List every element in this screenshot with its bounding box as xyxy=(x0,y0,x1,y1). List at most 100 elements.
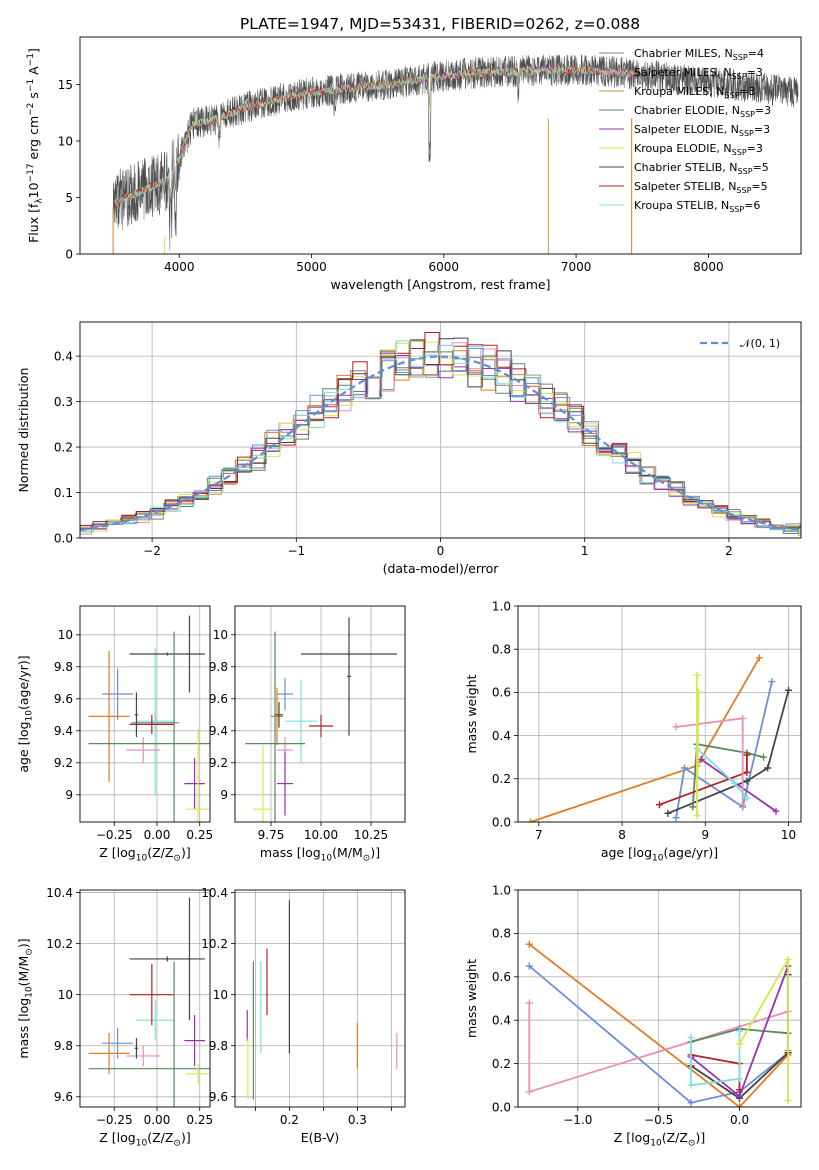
chart-weight-vs-Z: −1.0 −0.5 0.0 0.0 0.2 0.4 0.6 0.8 1.0 Z [log10(Z/… xyxy=(464,883,802,1149)
x-tick-label: 0.0 xyxy=(730,1113,749,1127)
x-axis-label: Z [log10(Z/Z⊙)] xyxy=(614,1130,705,1149)
x-tick-label: −0.25 xyxy=(96,828,133,842)
y-tick-label: 9.8 xyxy=(209,1039,228,1053)
y-tick-label: 10 xyxy=(213,988,228,1002)
y-tick-label: 0.1 xyxy=(54,486,73,500)
weight-point-marker xyxy=(525,999,533,1007)
weight-point-marker xyxy=(736,1040,744,1048)
weight-point-marker xyxy=(784,1096,792,1104)
weight-point-marker xyxy=(736,1103,744,1107)
weight-point-marker xyxy=(656,801,663,809)
figure-title: PLATE=1947, MJD=53431, FIBERID=0262, z=0… xyxy=(240,15,640,33)
weight-point-marker xyxy=(743,777,751,785)
weight-point-marker xyxy=(687,1034,695,1042)
weight-point-marker xyxy=(764,764,772,772)
plot-area xyxy=(245,617,397,822)
x-tick-label: 8000 xyxy=(693,260,724,274)
y-tick-label: 5 xyxy=(65,191,73,205)
weight-point-marker xyxy=(784,955,792,963)
weight-point-marker xyxy=(739,801,747,809)
y-tick-label: 9.8 xyxy=(54,660,73,674)
axes-frame xyxy=(79,889,211,1108)
chart-weight-vs-age: 7 8 9 10 0.0 0.2 0.4 0.6 0.8 1.0 age [log10(age/yr… xyxy=(464,599,802,864)
y-tick-label: 9.2 xyxy=(54,756,73,770)
weight-point-marker xyxy=(525,962,533,970)
y-tick-label: 0.0 xyxy=(492,1100,511,1114)
axes-frame xyxy=(234,889,406,1108)
x-tick-label: 7 xyxy=(535,828,543,842)
x-tick-label: 10.00 xyxy=(304,828,338,842)
x-axis-label: E(B-V) xyxy=(301,1130,340,1145)
histogram-series xyxy=(80,341,801,536)
y-tick-label: 1.0 xyxy=(492,883,511,897)
weight-series-line xyxy=(691,743,764,807)
weight-point-marker xyxy=(736,1092,744,1100)
x-tick-label: 0.00 xyxy=(144,828,171,842)
y-axis-label: mass weight xyxy=(464,959,479,1038)
plot-area xyxy=(246,900,398,1100)
y-tick-label: 0 xyxy=(65,247,73,261)
legend-entry: Chabrier ELODIE, NSSP=3 xyxy=(634,104,771,119)
axes-frame xyxy=(517,605,802,823)
x-tick-label: 0.3 xyxy=(348,1113,367,1127)
weight-point-marker xyxy=(687,1099,695,1107)
y-tick-label: 0.6 xyxy=(492,970,511,984)
weight-point-marker xyxy=(730,779,738,787)
weight-point-marker xyxy=(739,714,747,722)
x-tick-label: −0.25 xyxy=(96,1113,133,1127)
y-tick-label: 15 xyxy=(58,78,73,92)
x-tick-label: 0.25 xyxy=(186,828,213,842)
weight-point-marker xyxy=(755,654,763,662)
y-tick-label: 0.4 xyxy=(54,349,73,363)
legend: 𝒩(0, 1) xyxy=(700,337,780,350)
plot-area xyxy=(88,897,210,1107)
axes-frame xyxy=(79,605,211,823)
weight-series-line xyxy=(700,758,777,812)
y-tick-label: 0.2 xyxy=(492,1057,511,1071)
axes-frame xyxy=(517,889,802,1108)
y-tick-label: 9.8 xyxy=(54,1039,73,1053)
legend-entry: Kroupa STELIB, NSSP=6 xyxy=(634,199,760,214)
x-tick-label: 0.25 xyxy=(186,1113,213,1127)
x-tick-label: 5000 xyxy=(296,260,327,274)
x-tick-label: 4000 xyxy=(164,260,195,274)
plot-area xyxy=(526,654,793,822)
chart-mass-vs-Z: −0.25 0.00 0.25 9.6 9.8 10 10.2 10.4 Z [log10(Z/… xyxy=(16,886,213,1149)
y-tick-label: 0.4 xyxy=(492,729,511,743)
weight-point-marker xyxy=(672,814,680,822)
weight-point-marker xyxy=(664,809,672,817)
x-axis-label: wavelength [Angstrom, rest frame] xyxy=(330,277,550,292)
x-tick-label: −1.0 xyxy=(563,1113,592,1127)
y-axis-label: Normed distribution xyxy=(16,368,31,493)
y-tick-label: 0.6 xyxy=(492,686,511,700)
x-tick-label: 10.25 xyxy=(354,828,388,842)
x-tick-label: −0.5 xyxy=(644,1113,673,1127)
weight-point-marker xyxy=(743,751,751,759)
y-tick-label: 9.6 xyxy=(54,692,73,706)
y-tick-label: 0.2 xyxy=(492,772,511,786)
x-tick-label: 0.2 xyxy=(280,1113,299,1127)
plot-area xyxy=(88,615,210,822)
x-tick-label: 0.00 xyxy=(144,1113,171,1127)
legend-entry: Chabrier STELIB, NSSP=5 xyxy=(634,161,769,176)
x-axis-label: (data-model)/error xyxy=(383,561,500,576)
weight-series-line xyxy=(667,689,790,815)
y-tick-label: 10.2 xyxy=(201,937,228,951)
weight-point-marker xyxy=(680,764,688,772)
legend-entry: 𝒩(0, 1) xyxy=(740,337,780,350)
weight-point-marker xyxy=(526,818,534,822)
y-tick-label: 1.0 xyxy=(492,599,511,613)
histogram-series xyxy=(80,347,801,530)
weight-point-marker xyxy=(736,1027,744,1035)
y-tick-label: 9.2 xyxy=(209,756,228,770)
y-tick-label: 10 xyxy=(213,628,228,642)
y-tick-label: 9 xyxy=(220,788,228,802)
x-tick-label: 0 xyxy=(437,544,445,558)
weight-series-line xyxy=(675,681,773,818)
x-tick-label: −2 xyxy=(143,544,161,558)
y-tick-label: 10.4 xyxy=(46,886,73,900)
x-tick-label: −1 xyxy=(287,544,305,558)
weight-point-marker xyxy=(785,686,793,694)
legend-entry: Salpeter ELODIE, NSSP=3 xyxy=(634,123,770,138)
weight-point-marker xyxy=(525,940,533,948)
